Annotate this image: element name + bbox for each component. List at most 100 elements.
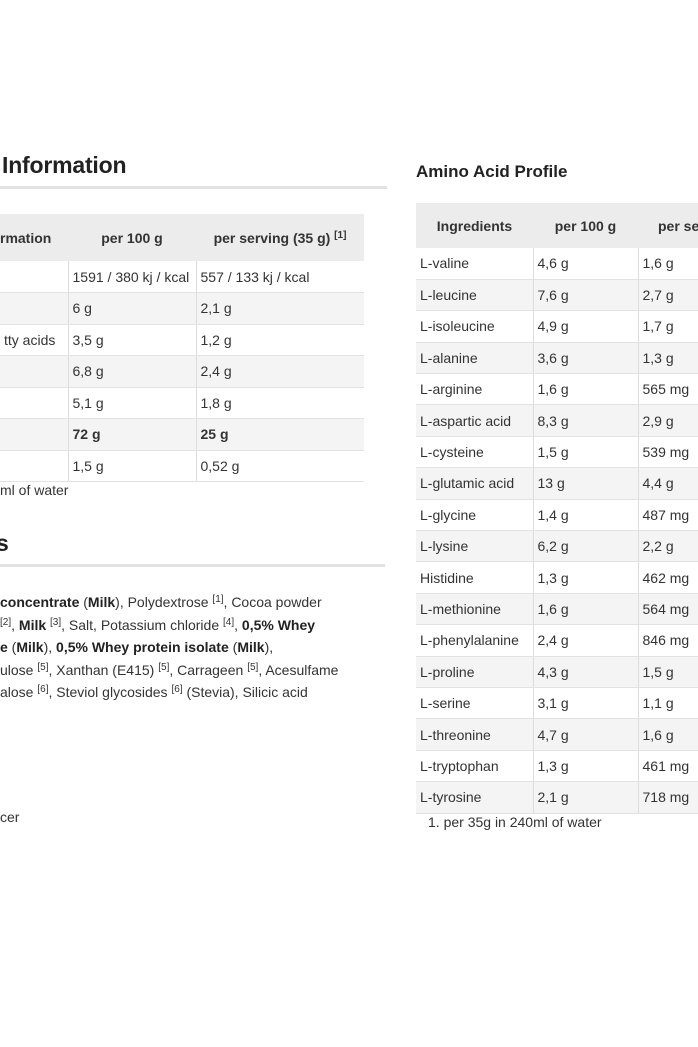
nutrition-cell-serving: 557 / 133 kj / kcal <box>196 261 364 293</box>
amino-cell-name: L-glycine <box>416 499 534 532</box>
amino-row: L-leucine 7,6 g 2,7 g <box>416 279 698 312</box>
allergen-text: Milk <box>237 639 265 655</box>
footnote-ref: [1] <box>212 594 224 605</box>
amino-row: L-tyrosine 2,1 g 718 mg <box>416 781 698 814</box>
amino-row: L-lysine 6,2 g 2,2 g <box>416 530 698 563</box>
nutrition-cell-per100: 3,5 g <box>68 324 197 356</box>
nutrition-row: 5,1 g 1,8 g <box>0 387 364 419</box>
amino-row: Histidine 1,3 g 462 mg <box>416 561 698 594</box>
nutrition-cell-label <box>0 418 69 451</box>
amino-cell-per100: 1,4 g <box>533 499 639 532</box>
footnote-ref: [5] <box>247 661 259 673</box>
allergen-text: Milk <box>18 616 47 633</box>
amino-cell-per100: 3,6 g <box>533 342 639 375</box>
amino-title: Amino Acid Profile <box>416 162 568 181</box>
nutrition-row: 6,8 g 2,4 g <box>0 355 364 388</box>
amino-row: L-glycine 1,4 g 487 mg <box>416 499 698 532</box>
nutrition-cell-label <box>0 355 69 388</box>
amino-cell-serving: 1,6 g <box>638 718 698 751</box>
amino-cell-per100: 4,7 g <box>533 718 639 751</box>
nutrition-cell-serving: 0,52 g <box>196 450 364 482</box>
amino-footnote: 1. per 35g in 240ml of water <box>428 814 602 830</box>
amino-cell-per100: 4,9 g <box>533 310 639 343</box>
amino-cell-name: L-valine <box>416 248 534 280</box>
amino-cell-serving: 718 mg <box>638 781 698 814</box>
ingredients-line: e (Milk), 0,5% Whey protein isolate (Mil… <box>0 636 338 659</box>
nutrition-cell-per100: 72 g <box>68 418 197 451</box>
ingredient-text: ( <box>228 639 238 655</box>
nutrition-table: rmation per 100 g per serving (35 g) [1]… <box>0 214 364 482</box>
nutrition-cell-per100: 6 g <box>68 292 197 325</box>
allergen-text: Milk <box>87 594 116 610</box>
amino-row: L-aspartic acid 8,3 g 2,9 g <box>416 404 698 437</box>
allergen-text: concentrate <box>0 594 80 610</box>
amino-cell-per100: 7,6 g <box>533 279 639 312</box>
nutrition-cell-per100: 1,5 g <box>68 450 197 482</box>
nutrition-cell-per100: 6,8 g <box>68 355 197 388</box>
nutrition-row: 1,5 g 0,52 g <box>0 450 364 482</box>
amino-cell-serving: 1,6 g <box>638 248 698 280</box>
amino-cell-per100: 1,5 g <box>533 436 639 469</box>
footnote-ref: [5] <box>158 661 170 673</box>
amino-cell-per100: 1,3 g <box>533 750 639 783</box>
amino-header-row: Ingredients per 100 g per se <box>416 203 698 248</box>
ingredient-text: , <box>11 616 19 633</box>
amino-cell-name: Histidine <box>416 561 534 594</box>
amino-cell-serving: 1,3 g <box>638 342 698 375</box>
ingredient-text: ulose <box>0 661 38 678</box>
ingredient-text: ), <box>43 639 57 655</box>
nutrition-cell-label <box>0 450 69 482</box>
nutrition-row: 1591 / 380 kj / kcal 557 / 133 kj / kcal <box>0 261 364 293</box>
ingredient-text: ( <box>7 639 17 655</box>
amino-table: Ingredients per 100 g per se L-valine 4,6… <box>416 203 698 814</box>
ingredients-line: [2], Milk [3], Salt, Potassium chloride … <box>0 614 338 637</box>
amino-cell-name: L-tryptophan <box>416 750 534 783</box>
amino-cell-name: L-methionine <box>416 593 534 626</box>
amino-cell-name: L-proline <box>416 656 534 688</box>
amino-cell-serving: 565 mg <box>638 373 698 406</box>
nutrition-cell-serving: 25 g <box>196 418 364 451</box>
footnote-ref: [3] <box>50 616 62 628</box>
amino-cell-name: L-aspartic acid <box>416 404 534 437</box>
amino-cell-serving: 846 mg <box>638 624 698 657</box>
allergen-text: Milk <box>16 639 44 655</box>
nutrition-cell-label <box>0 387 69 419</box>
amino-cell-serving: 461 mg <box>638 750 698 783</box>
nutrition-cell-serving: 2,4 g <box>196 355 364 388</box>
amino-cell-per100: 1,3 g <box>533 561 639 594</box>
amino-cell-serving: 1,7 g <box>638 310 698 343</box>
amino-row: L-proline 4,3 g 1,5 g <box>416 656 698 688</box>
amino-cell-serving: 2,9 g <box>638 404 698 437</box>
amino-cell-name: L-threonine <box>416 718 534 751</box>
ingredients-divider <box>0 564 385 567</box>
amino-cell-name: L-leucine <box>416 279 534 312</box>
nutrition-row: 72 g 25 g <box>0 418 364 451</box>
ingredient-text: (Stevia), Silicic acid <box>182 684 308 700</box>
amino-cell-name: L-alanine <box>416 342 534 375</box>
ingredients-text: concentrate (Milk), Polydextrose [1], Co… <box>0 591 338 704</box>
amino-cell-name: L-cysteine <box>416 436 534 469</box>
amino-cell-serving: 487 mg <box>638 499 698 532</box>
amino-cell-name: L-glutamic acid <box>416 467 534 500</box>
ingredient-text: ), Polydextrose <box>115 594 213 610</box>
nutrition-divider <box>0 186 387 189</box>
ingredient-text: , Xanthan (E415) <box>48 661 159 678</box>
nutrition-cell-per100: 5,1 g <box>68 387 197 419</box>
footnote-ref: [4] <box>223 616 235 628</box>
ingredients-line: alose [6], Steviol glycosides [6] (Stevi… <box>0 681 338 704</box>
nutrition-row: 6 g 2,1 g <box>0 292 364 325</box>
ingredients-line: ulose [5], Xanthan (E415) [5], Carrageen… <box>0 659 338 682</box>
amino-row: L-arginine 1,6 g 565 mg <box>416 373 698 406</box>
footnote-ref: [6] <box>37 684 49 695</box>
nutrition-header-label: rmation <box>0 214 68 261</box>
amino-cell-name: L-phenylalanine <box>416 624 534 657</box>
amino-cell-per100: 8,3 g <box>533 404 639 437</box>
amino-row: L-serine 3,1 g 1,1 g <box>416 687 698 720</box>
amino-row: L-glutamic acid 13 g 4,4 g <box>416 467 698 500</box>
amino-header-ingredients: Ingredients <box>416 203 533 248</box>
amino-row: L-methionine 1,6 g 564 mg <box>416 593 698 626</box>
ingredient-text: , Steviol glycosides <box>48 684 172 700</box>
amino-row: L-isoleucine 4,9 g 1,7 g <box>416 310 698 343</box>
nutrition-row: tty acids 3,5 g 1,2 g <box>0 324 364 356</box>
amino-cell-name: L-serine <box>416 687 534 720</box>
